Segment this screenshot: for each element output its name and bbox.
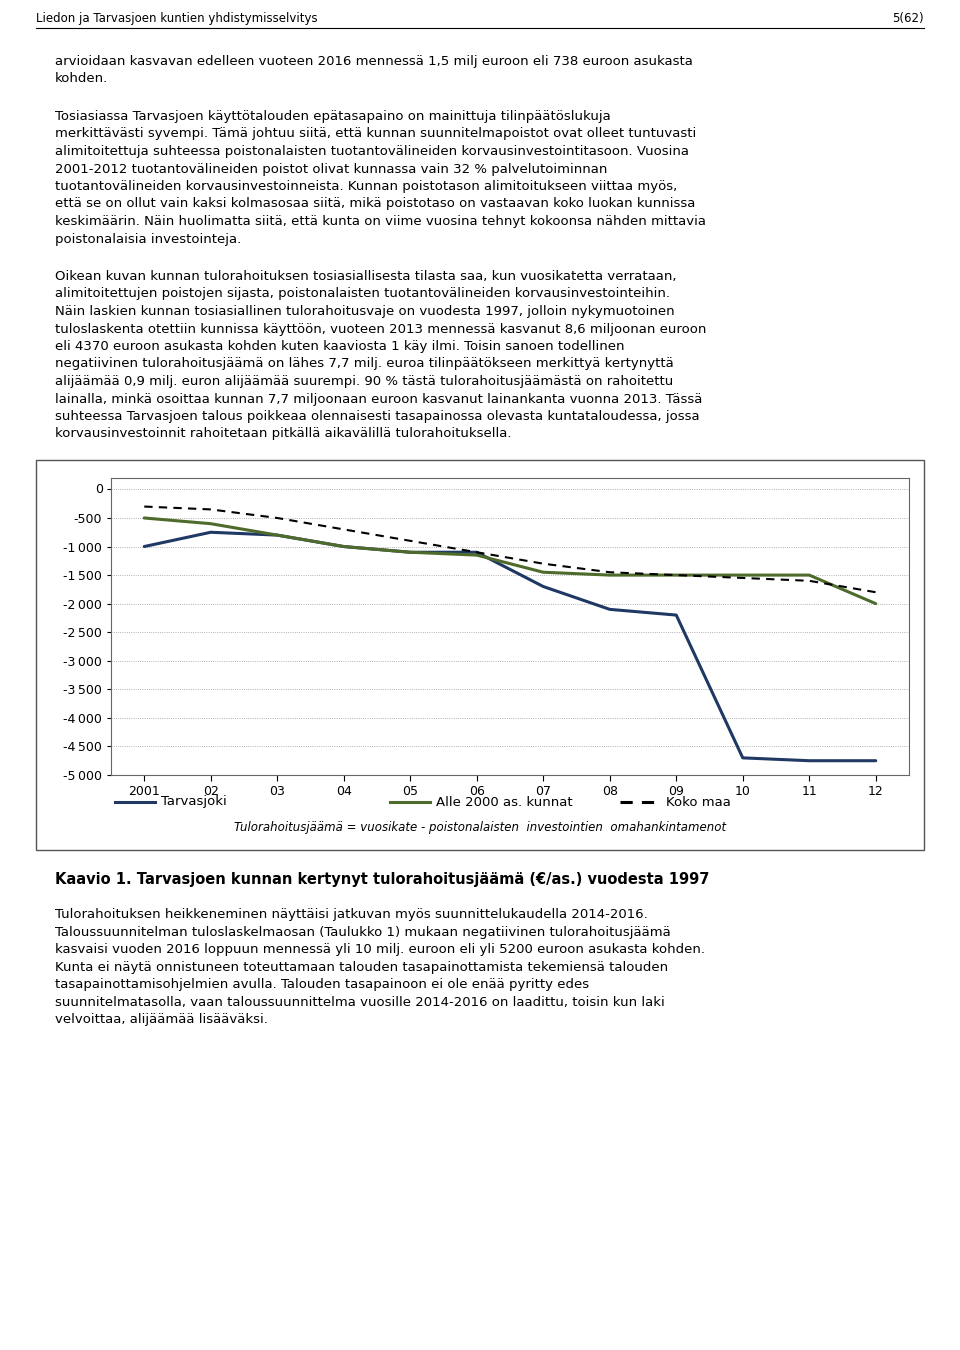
Text: Näin laskien kunnan tosiasiallinen tulorahoitusvaje on vuodesta 1997, jolloin ny: Näin laskien kunnan tosiasiallinen tulor…	[55, 305, 675, 319]
Text: Tosiasiassa Tarvasjoen käyttötalouden epätasapaino on mainittuja tilinpäätösluku: Tosiasiassa Tarvasjoen käyttötalouden ep…	[55, 109, 611, 123]
Text: 2001-2012 tuotantovälineiden poistot olivat kunnassa vain 32 % palvelutoiminnan: 2001-2012 tuotantovälineiden poistot oli…	[55, 162, 608, 176]
Text: Alle 2000 as. kunnat: Alle 2000 as. kunnat	[436, 795, 572, 809]
Bar	[36, 460, 924, 850]
Text: Tulorahoitusjäämä = vuosikate - poistonalaisten  investointien  omahankintamenot: Tulorahoitusjäämä = vuosikate - poistona…	[234, 821, 726, 834]
Text: suhteessa Tarvasjoen talous poikkeaa olennaisesti tasapainossa olevasta kuntatal: suhteessa Tarvasjoen talous poikkeaa ole…	[55, 410, 700, 423]
Text: poistonalaisia investointeja.: poistonalaisia investointeja.	[55, 232, 241, 246]
Text: Koko maa: Koko maa	[666, 795, 731, 809]
Text: negatiivinen tulorahoitusjäämä on lähes 7,7 milj. euroa tilinpäätökseen merkitty: negatiivinen tulorahoitusjäämä on lähes …	[55, 358, 674, 370]
Text: velvoittaa, alijäämää lisääväksi.: velvoittaa, alijäämää lisääväksi.	[55, 1014, 268, 1026]
Text: Tarvasjoki: Tarvasjoki	[161, 795, 227, 809]
Text: tasapainottamisohjelmien avulla. Talouden tasapainoon ei ole enää pyritty edes: tasapainottamisohjelmien avulla. Taloude…	[55, 979, 589, 991]
Text: tuloslaskenta otettiin kunnissa käyttöön, vuoteen 2013 mennessä kasvanut 8,6 mil: tuloslaskenta otettiin kunnissa käyttöön…	[55, 323, 707, 336]
Text: alimitoitettuja suhteessa poistonalaisten tuotantovälineiden korvausinvestointit: alimitoitettuja suhteessa poistonalaiste…	[55, 144, 689, 158]
Text: arvioidaan kasvavan edelleen vuoteen 2016 mennessä 1,5 milj euroon eli 738 euroo: arvioidaan kasvavan edelleen vuoteen 201…	[55, 55, 693, 68]
Text: Kaavio 1. Tarvasjoen kunnan kertynyt tulorahoitusjäämä (€/as.) vuodesta 1997: Kaavio 1. Tarvasjoen kunnan kertynyt tul…	[55, 872, 709, 887]
Text: Taloussuunnitelman tuloslaskelmaosan (Taulukko 1) mukaan negatiivinen tulorahoit: Taloussuunnitelman tuloslaskelmaosan (Ta…	[55, 926, 671, 938]
Text: alijäämää 0,9 milj. euron alijäämää suurempi. 90 % tästä tulorahoitusjäämästä on: alijäämää 0,9 milj. euron alijäämää suur…	[55, 375, 673, 387]
Text: eli 4370 euroon asukasta kohden kuten kaaviosta 1 käy ilmi. Toisin sanoen todell: eli 4370 euroon asukasta kohden kuten ka…	[55, 340, 625, 352]
Text: kohden.: kohden.	[55, 73, 108, 85]
Text: että se on ollut vain kaksi kolmasosaa siitä, mikä poistotaso on vastaavan koko : että se on ollut vain kaksi kolmasosaa s…	[55, 197, 695, 211]
Text: Liedon ja Tarvasjoen kuntien yhdistymisselvitys: Liedon ja Tarvasjoen kuntien yhdistymiss…	[36, 12, 318, 26]
Text: suunnitelmatasolla, vaan taloussuunnittelma vuosille 2014-2016 on laadittu, tois: suunnitelmatasolla, vaan taloussuunnitte…	[55, 996, 664, 1008]
Text: 5(62): 5(62)	[893, 12, 924, 26]
Text: keskimäärin. Näin huolimatta siitä, että kunta on viime vuosina tehnyt kokoonsa : keskimäärin. Näin huolimatta siitä, että…	[55, 215, 706, 228]
Text: alimitoitettujen poistojen sijasta, poistonalaisten tuotantovälineiden korvausin: alimitoitettujen poistojen sijasta, pois…	[55, 288, 670, 301]
Text: Oikean kuvan kunnan tulorahoituksen tosiasiallisesta tilasta saa, kun vuosikatet: Oikean kuvan kunnan tulorahoituksen tosi…	[55, 270, 677, 284]
Text: Kunta ei näytä onnistuneen toteuttamaan talouden tasapainottamista tekemiensä ta: Kunta ei näytä onnistuneen toteuttamaan …	[55, 961, 668, 973]
Text: kasvaisi vuoden 2016 loppuun mennessä yli 10 milj. euroon eli yli 5200 euroon as: kasvaisi vuoden 2016 loppuun mennessä yl…	[55, 944, 705, 956]
Text: Tulorahoituksen heikkeneminen näyttäisi jatkuvan myös suunnittelukaudella 2014-2: Tulorahoituksen heikkeneminen näyttäisi …	[55, 909, 648, 921]
Text: merkittävästi syvempi. Tämä johtuu siitä, että kunnan suunnitelmapoistot ovat ol: merkittävästi syvempi. Tämä johtuu siitä…	[55, 127, 696, 140]
Text: lainalla, minkä osoittaa kunnan 7,7 miljoonaan euroon kasvanut lainankanta vuonn: lainalla, minkä osoittaa kunnan 7,7 milj…	[55, 393, 703, 405]
Text: 0: 0	[95, 483, 103, 495]
Text: korvausinvestoinnit rahoitetaan pitkällä aikavälillä tulorahoituksella.: korvausinvestoinnit rahoitetaan pitkällä…	[55, 428, 512, 440]
Text: tuotantovälineiden korvausinvestoinneista. Kunnan poistotason alimitoitukseen vi: tuotantovälineiden korvausinvestoinneist…	[55, 180, 677, 193]
